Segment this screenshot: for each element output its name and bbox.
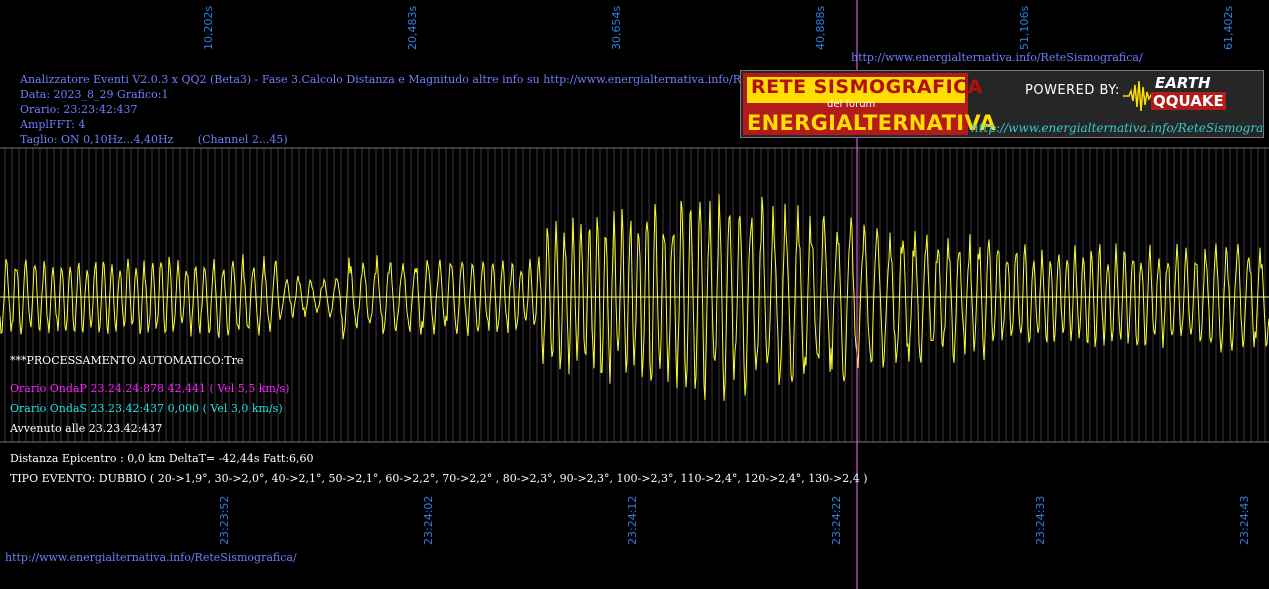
top-time-label: 51,106s (1018, 5, 1031, 50)
info-time: Orario: 23:23:42:437 (20, 103, 138, 116)
info-filter: Taglio: ON 0,10Hz...4,40Hz (Channel 2...… (20, 133, 288, 146)
top-time-label: 20,483s (406, 5, 419, 50)
rete-sismografica-logo: RETE SISMOGRAFICA del forum ENERGIALTERN… (740, 70, 1264, 138)
logo-url[interactable]: http://www.energialternativa.info/ReteSi… (971, 121, 1264, 135)
epicenter-distance: Distanza Epicentro : 0,0 km DeltaT= -42,… (10, 452, 314, 465)
top-time-label: 30,654s (610, 5, 623, 50)
bottom-time-label: 23:23:52 (218, 495, 231, 545)
event-type: TIPO EVENTO: DUBBIO ( 20->1,9°, 30->2,0°… (10, 472, 868, 485)
onda-p-time: Orario OndaP 23.24.24:878 42,441 ( Vel 5… (10, 382, 290, 395)
onda-s-time: Orario OndaS 23.23.42:437 0,000 ( Vel 3,… (10, 402, 283, 415)
logo-earth-word: EARTH (1155, 74, 1211, 92)
bottom-time-label: 23:24:02 (422, 495, 435, 545)
logo-quake-word: QQUAKE (1151, 92, 1226, 110)
info-date: Data: 2023_8_29 Grafico:1 (20, 88, 169, 101)
processing-label: ***PROCESSAMENTO AUTOMATICO:Tre (10, 354, 244, 367)
logo-yellow-band (747, 77, 965, 103)
bottom-time-label: 23:24:12 (626, 495, 639, 545)
top-time-label: 10,202s (202, 5, 215, 50)
bottom-time-label: 23:24:33 (1034, 495, 1047, 545)
bottom-time-label: 23:24:22 (830, 495, 843, 545)
seismic-wave-icon (1123, 80, 1163, 112)
logo-powered-by: POWERED BY: (1025, 83, 1120, 98)
bottom-url-link[interactable]: http://www.energialternativa.info/ReteSi… (5, 551, 297, 564)
logo-subtitle: del forum (827, 99, 876, 110)
bottom-time-label: 23:24:43 (1238, 495, 1251, 545)
top-time-label: 40,888s (814, 5, 827, 50)
logo-title-2: ENERGIALTERNATIVA (747, 111, 996, 135)
top-url-link[interactable]: http://www.energialternativa.info/ReteSi… (851, 51, 1143, 64)
event-time: Avvenuto alle 23.23.42:437 (10, 422, 163, 435)
top-time-label: 61,402s (1222, 5, 1235, 50)
logo-title-1: RETE SISMOGRAFICA (751, 76, 983, 98)
info-amplfft: AmplFFT: 4 (20, 118, 86, 131)
info-title: Analizzatore Eventi V2.0.3 x QQ2 (Beta3)… (20, 73, 835, 86)
